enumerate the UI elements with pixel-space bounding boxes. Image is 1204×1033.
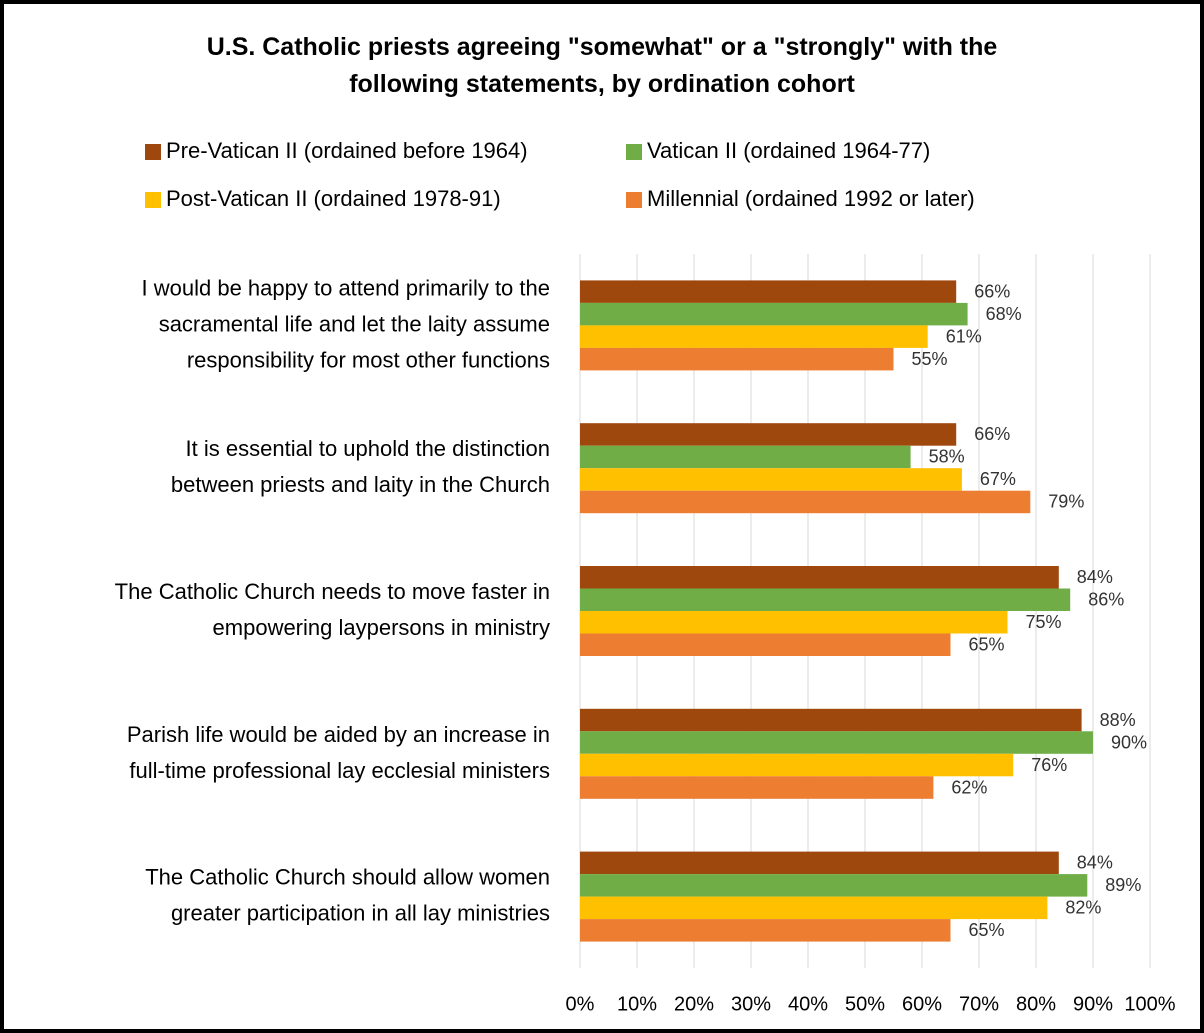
value-label: 79% — [1048, 492, 1084, 512]
bar — [580, 566, 1059, 589]
bar — [580, 611, 1008, 634]
value-label: 75% — [1026, 612, 1062, 632]
legend-swatch — [145, 144, 161, 160]
bar — [580, 490, 1031, 514]
value-label: 86% — [1088, 590, 1124, 610]
legend-label: Vatican II (ordained 1964-77) — [647, 138, 930, 163]
bar — [580, 423, 957, 446]
x-tick-label: 80% — [1016, 993, 1056, 1015]
bar — [580, 325, 928, 348]
x-tick-label: 40% — [788, 993, 828, 1015]
bar — [580, 708, 1082, 732]
value-label: 84% — [1077, 567, 1113, 587]
bar — [580, 776, 934, 799]
value-label: 65% — [969, 920, 1005, 940]
value-label: 67% — [980, 469, 1016, 489]
bar — [580, 302, 968, 326]
legend-label: Pre-Vatican II (ordained before 1964) — [166, 138, 528, 163]
value-label: 66% — [974, 281, 1010, 301]
category-label: I would be happy to attend primarily to … — [142, 275, 550, 372]
bar — [580, 633, 951, 656]
bar — [580, 468, 962, 491]
value-label: 62% — [951, 777, 987, 797]
bar — [580, 445, 911, 469]
x-tick-label: 20% — [674, 993, 714, 1015]
category-label: The Catholic Church needs to move faster… — [115, 579, 550, 640]
bar — [580, 588, 1071, 611]
value-label: 90% — [1111, 732, 1147, 752]
x-tick-label: 30% — [731, 993, 771, 1015]
x-tick-label: 100% — [1124, 993, 1175, 1015]
x-tick-label: 90% — [1073, 993, 1113, 1015]
legend-swatch — [626, 144, 642, 160]
value-label: 89% — [1105, 875, 1141, 895]
bar — [580, 874, 1088, 897]
value-label: 84% — [1077, 853, 1113, 873]
category-label: It is essential to uphold the distinctio… — [171, 436, 550, 497]
x-tick-label: 60% — [902, 993, 942, 1015]
legend-label: Post-Vatican II (ordained 1978-91) — [166, 186, 501, 211]
x-tick-label: 70% — [959, 993, 999, 1015]
value-label: 65% — [969, 635, 1005, 655]
value-label: 82% — [1065, 898, 1101, 918]
value-label: 61% — [946, 326, 982, 346]
value-label: 68% — [986, 304, 1022, 324]
bar — [580, 919, 951, 942]
legend-swatch — [145, 192, 161, 208]
chart-title: U.S. Catholic priests agreeing "somewhat… — [207, 33, 998, 98]
bar — [580, 753, 1014, 777]
bar — [580, 280, 957, 303]
legend-swatch — [626, 192, 642, 208]
value-label: 88% — [1100, 710, 1136, 730]
value-label: 66% — [974, 424, 1010, 444]
bar — [580, 731, 1093, 754]
value-label: 55% — [912, 349, 948, 369]
category-label: The Catholic Church should allow women gr… — [145, 864, 550, 925]
x-tick-label: 50% — [845, 993, 885, 1015]
bar — [580, 347, 894, 371]
legend-label: Millennial (ordained 1992 or later) — [647, 186, 975, 211]
x-tick-label: 0% — [566, 993, 595, 1015]
x-tick-label: 10% — [617, 993, 657, 1015]
value-label: 76% — [1031, 755, 1067, 775]
bar — [580, 851, 1059, 875]
category-label: Parish life would be aided by an increas… — [127, 722, 550, 783]
bar — [580, 896, 1048, 920]
value-label: 58% — [929, 447, 965, 467]
